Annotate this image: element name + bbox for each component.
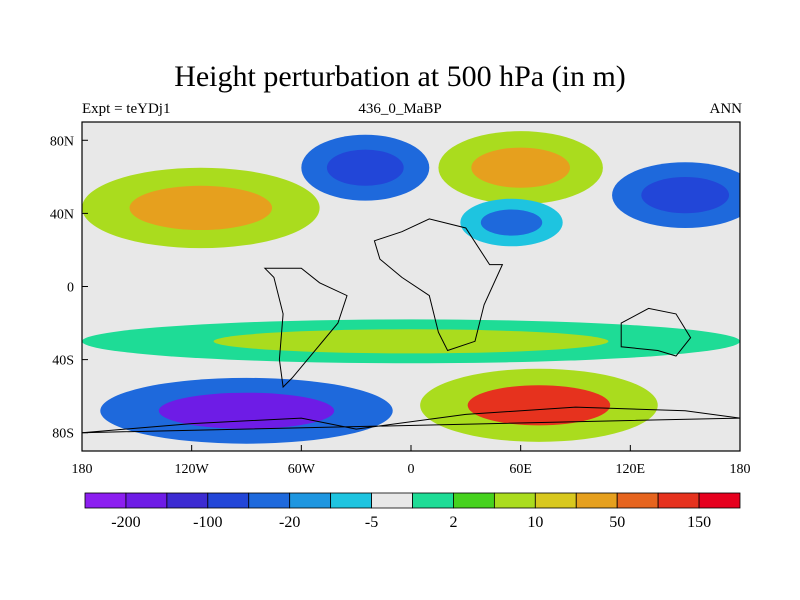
x-tick-label: 120W [175,462,210,477]
colorbar-swatch [371,492,413,509]
colorbar-swatch [534,492,577,509]
field-core-europe-high [471,147,571,188]
x-tick-label: 60W [288,462,316,477]
colorbar-label: 10 [527,514,543,531]
y-tick-label: 80N [50,134,74,149]
colorbar-swatch [207,492,250,509]
x-tick-label: 60E [509,462,532,477]
coastline-1 [263,267,348,389]
x-tick-label: 180 [730,462,751,477]
coastline-3 [82,406,740,434]
height-field [82,131,740,444]
colorbar-swatch [289,492,332,509]
field-core-southern-indian-high [467,385,611,426]
colorbar-swatch [575,492,618,509]
colorbar-label: 50 [609,514,625,531]
plot-area [82,122,740,451]
experiment-label: Expt = teYDj1 [82,101,171,117]
season-label: ANN [709,101,743,117]
chart-title: Height perturbation at 500 hPa (in m) [174,60,626,93]
colorbar-label: -100 [193,514,222,531]
colorbar-label: 2 [449,514,457,531]
field-core-north-pacific-high [129,185,273,231]
colorbar: -200 -100 -20 -5 2 10 50 150 [84,492,741,531]
colorbar-swatch [616,492,659,509]
coastline-0 [373,218,504,352]
y-tick-label: 80S [52,427,74,442]
y-tick-label: 0 [67,281,74,296]
colorbar-swatch [330,492,372,509]
colorbar-swatch [493,492,536,509]
field-core-north-atlantic-low [326,149,404,186]
x-tick-label: 180 [72,462,93,477]
colorbar-swatch [84,492,127,509]
colorbar-swatch [698,492,741,509]
coastlines [82,218,740,434]
colorbar-label: -200 [111,514,140,531]
field-core-west-pacific-low [641,177,730,214]
colorbar-label: -5 [365,514,378,531]
field-core-asia-low [480,209,543,236]
colorbar-swatch [453,492,495,509]
colorbar-label: 150 [687,514,711,531]
y-axis: 80N 40N 0 40S 80S [50,134,88,442]
colorbar-label: -20 [279,514,300,531]
x-tick-label: 0 [408,462,415,477]
colorbar-swatch [412,492,454,509]
time-label: 436_0_MaBP [358,101,442,117]
field-core-tropical-belt-south [213,329,609,354]
y-tick-label: 40S [52,354,74,369]
coastline-2 [620,307,692,357]
colorbar-swatch [657,492,700,509]
colorbar-swatch [166,492,209,509]
colorbar-swatch [248,492,291,509]
colorbar-swatch [125,492,168,509]
x-axis: 180 120W 60W 0 60E 120E 180 [72,445,751,477]
x-tick-label: 120E [616,462,646,477]
y-tick-label: 40N [50,207,74,222]
field-core-southern-ocean-low [158,392,335,429]
